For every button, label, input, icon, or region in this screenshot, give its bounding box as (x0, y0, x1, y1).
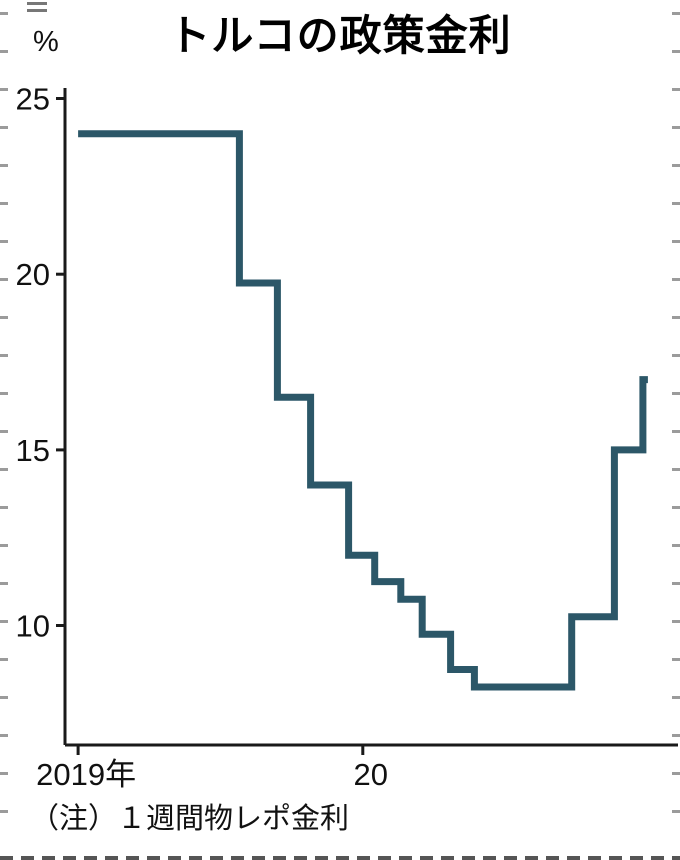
crop-mark-top-left (27, 2, 47, 12)
y-tick-label: 15 (16, 433, 50, 468)
x-tick-label: 20 (354, 757, 388, 792)
y-tick-label: 25 (16, 82, 50, 117)
chart-title: トルコの政策金利 (168, 12, 512, 59)
policy-rate-step-line (78, 130, 648, 691)
footnote: （注）１週間物レポ金利 (30, 803, 350, 835)
crop-marks-right (672, 12, 680, 848)
y-tick-label: 10 (16, 609, 50, 644)
crop-marks-left (0, 12, 8, 848)
y-axis-unit-label: % (33, 26, 59, 58)
y-tick-label: 20 (16, 257, 50, 292)
crop-marks-bottom (0, 856, 680, 860)
x-tick-label: 2019年 (36, 757, 136, 792)
